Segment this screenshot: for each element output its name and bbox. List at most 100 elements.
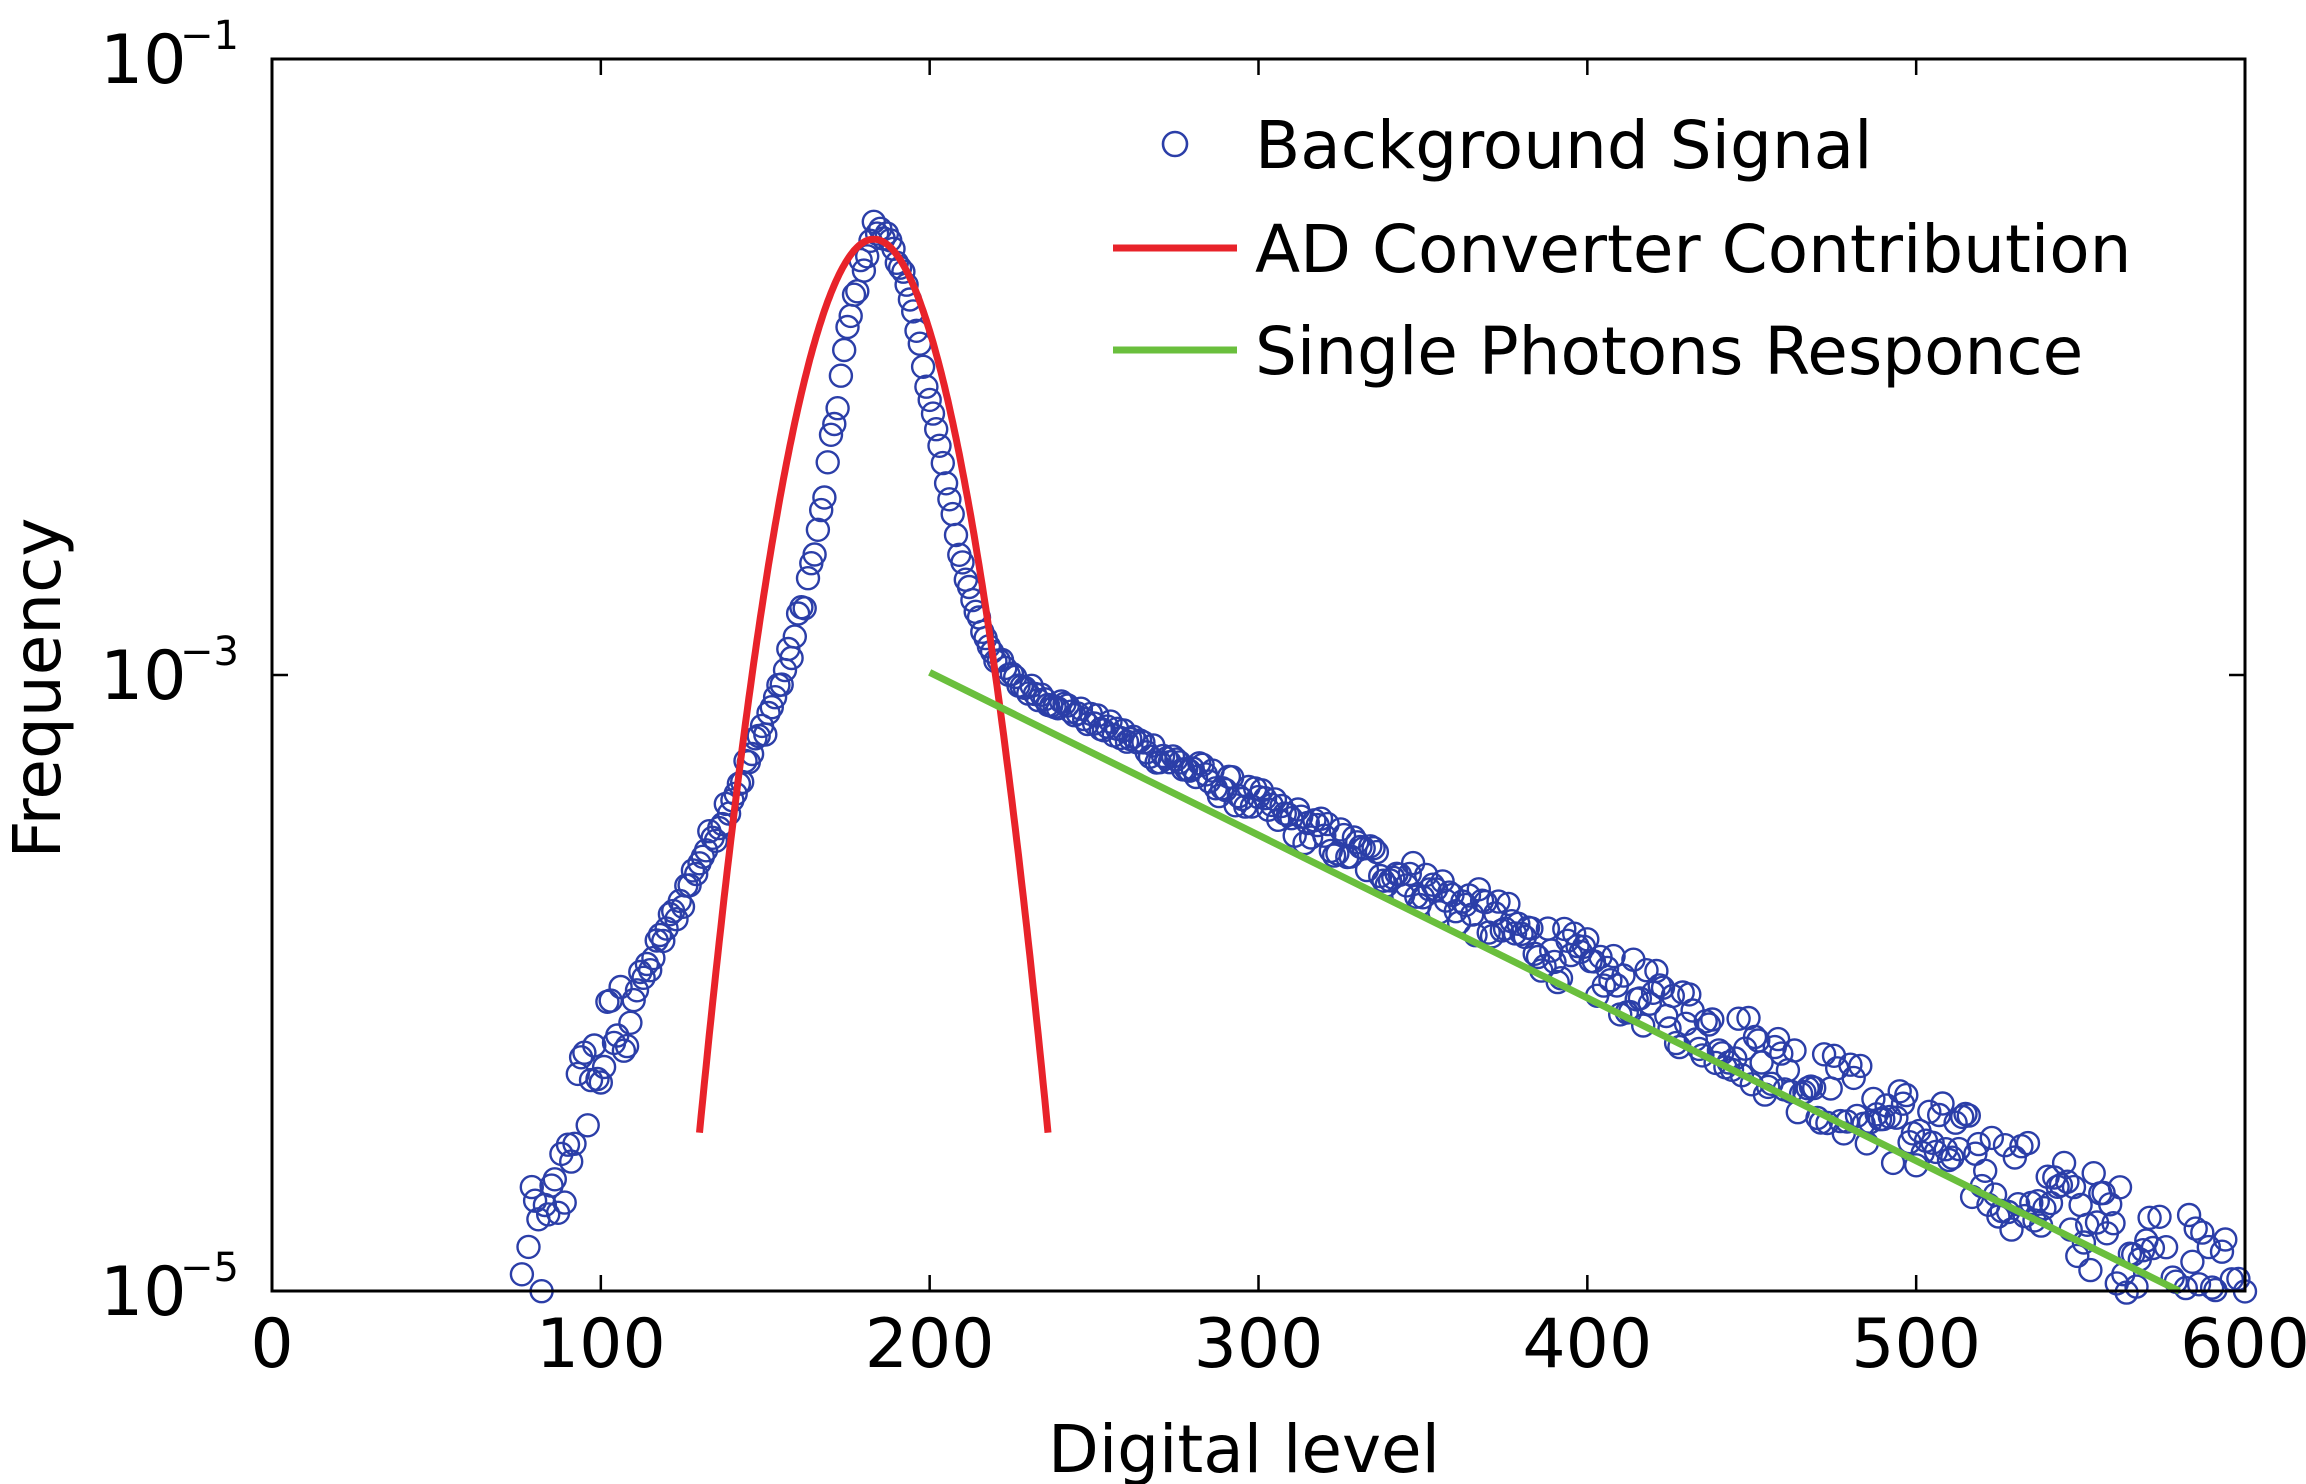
- background-signal-point: [1637, 991, 1663, 1016]
- legend-entry: Background Signal: [1161, 107, 1872, 184]
- background-signal-point: [647, 922, 673, 948]
- background-signal-point: [1321, 843, 1347, 868]
- y-axis-label: Frequency: [0, 518, 76, 859]
- background-signal-point: [1364, 839, 1390, 865]
- background-signal-point: [1328, 817, 1353, 842]
- background-signal-point: [1663, 1030, 1689, 1056]
- x-tick-label: 100: [536, 1305, 666, 1384]
- background-signal-point: [1933, 1136, 1959, 1162]
- background-signal-point: [759, 695, 784, 720]
- background-signal-point: [855, 244, 880, 269]
- y-tick-base: 10: [100, 21, 187, 100]
- background-signal-point: [2061, 1174, 2087, 1200]
- background-signal-point: [1940, 1145, 1965, 1170]
- background-signal-point: [2032, 1195, 2057, 1221]
- background-signal-point: [1841, 1065, 1866, 1091]
- background-signal-point: [651, 928, 676, 954]
- background-signal-point: [795, 566, 821, 591]
- background-signal-point: [2107, 1175, 2133, 1200]
- background-signal-point: [828, 363, 854, 388]
- background-signal-point: [1966, 1131, 1991, 1157]
- background-signal-point: [924, 417, 949, 442]
- background-signal-point: [2153, 1234, 2179, 1260]
- background-signal-point: [1397, 861, 1423, 887]
- background-signal-point: [1765, 1026, 1791, 1052]
- background-signal-point: [611, 1038, 637, 1063]
- background-signal-point: [933, 471, 959, 496]
- background-signal-point: [1344, 830, 1370, 855]
- background-signal-point: [509, 1262, 535, 1287]
- background-signal-point: [519, 1174, 544, 1200]
- background-signal-point: [1114, 729, 1140, 754]
- background-signal-point: [582, 1033, 607, 1058]
- background-signal-point: [1749, 1050, 1774, 1075]
- background-signal-point: [703, 828, 729, 853]
- background-signal-point: [805, 517, 831, 542]
- background-signal-point: [825, 396, 850, 421]
- background-signal-point: [1315, 811, 1340, 837]
- background-signal-point: [1884, 1105, 1909, 1130]
- background-signal-point: [769, 672, 794, 697]
- background-signal-point: [2209, 1239, 2235, 1264]
- background-signal-point: [1690, 1043, 1715, 1068]
- background-signal-point: [930, 450, 955, 476]
- background-signal-point: [608, 974, 633, 1000]
- background-signal-point: [812, 485, 837, 510]
- background-signal-point: [864, 221, 890, 246]
- background-signal-point: [1417, 877, 1442, 902]
- background-signal-point: [621, 987, 646, 1013]
- background-signal-point: [1591, 973, 1617, 998]
- background-signal-point: [552, 1190, 577, 1215]
- background-signal-point: [1496, 891, 1521, 917]
- x-tick-label: 300: [1194, 1305, 1324, 1384]
- background-signal-point: [591, 1054, 617, 1080]
- y-tick-exponent: −1: [180, 13, 239, 59]
- background-signal-point: [802, 542, 827, 567]
- background-signal-point: [1252, 786, 1278, 811]
- data-layer: [509, 209, 2258, 1305]
- background-signal-point: [2176, 1202, 2202, 1228]
- background-signal-point: [1838, 1052, 1863, 1077]
- background-signal-point: [1769, 1041, 1794, 1066]
- background-signal-point: [762, 685, 788, 710]
- ad-converter-curve: [696, 235, 1052, 1134]
- background-signal-point: [2140, 1235, 2166, 1261]
- background-signal-point: [1726, 1006, 1751, 1031]
- y-tick-label: 10−3: [100, 629, 239, 716]
- background-signal-point: [1755, 1074, 1781, 1100]
- background-signal-point: [809, 497, 834, 523]
- background-signal-point: [516, 1234, 541, 1260]
- legend-label: AD Converter Contribution: [1255, 211, 2131, 288]
- background-signal-point: [1519, 916, 1544, 941]
- background-signal-point: [927, 433, 952, 458]
- background-signal-point: [2055, 1169, 2080, 1194]
- background-signal-point: [2015, 1130, 2041, 1156]
- background-signal-point: [756, 700, 781, 726]
- background-signal-point: [1979, 1125, 2005, 1151]
- background-signal-point: [1601, 943, 1626, 969]
- background-signal-point: [1917, 1099, 1942, 1125]
- background-signal-point: [1644, 958, 1669, 984]
- background-signal-point: [832, 337, 857, 363]
- background-signal-point: [1545, 969, 1570, 995]
- background-signal-point: [1308, 806, 1334, 831]
- background-signal-point: [2124, 1274, 2149, 1299]
- background-signal-point: [1887, 1079, 1912, 1104]
- background-signal-point: [638, 958, 663, 983]
- y-tick-label: 10−5: [100, 1245, 239, 1332]
- background-signal-point: [1844, 1103, 1870, 1129]
- background-signal-point: [1956, 1103, 1982, 1128]
- background-signal-point: [1696, 1012, 1722, 1037]
- legend-entry: AD Converter Contribution: [1113, 211, 2131, 288]
- background-signal-point: [1801, 1075, 1827, 1101]
- y-tick-base: 10: [100, 637, 187, 716]
- background-signal-point: [2078, 1257, 2103, 1283]
- background-signal-point: [1183, 764, 1209, 790]
- background-signal-point: [1630, 1013, 1656, 1038]
- background-signal-point: [1677, 982, 1702, 1007]
- background-signal-point: [2147, 1204, 2172, 1230]
- background-signal-point: [1298, 825, 1324, 850]
- legend-label: Single Photons Responce: [1255, 313, 2083, 390]
